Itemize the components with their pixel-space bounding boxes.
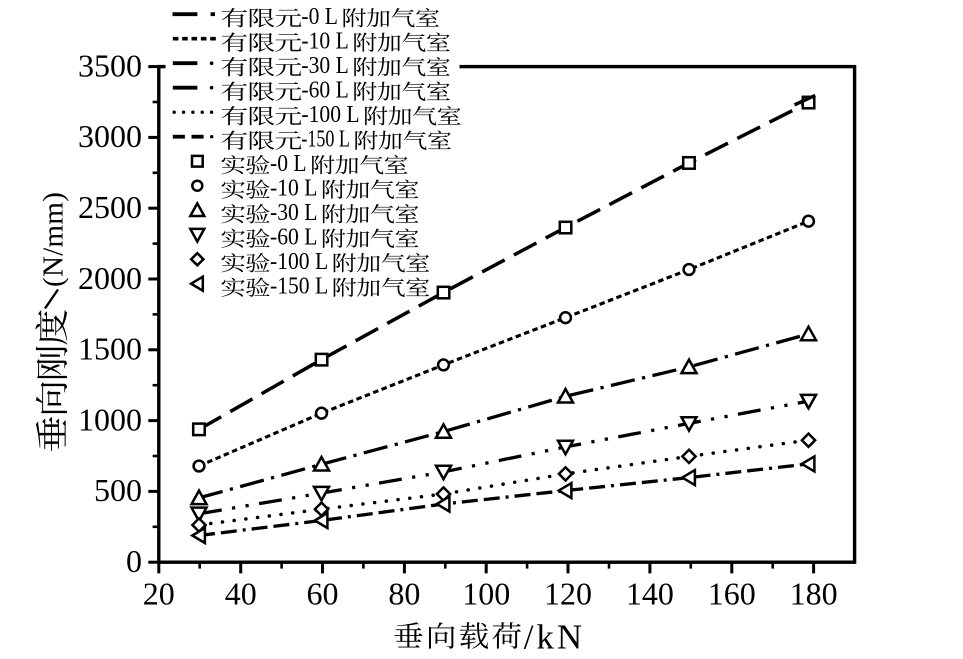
svg-text:120: 120 (544, 575, 592, 611)
svg-text:1000: 1000 (78, 401, 142, 437)
svg-text:-60 L: -60 L (301, 76, 348, 102)
svg-text:160: 160 (708, 575, 756, 611)
svg-text:-10 L: -10 L (270, 174, 317, 200)
svg-text:-150 L: -150 L (270, 272, 328, 298)
svg-text:140: 140 (626, 575, 674, 611)
svg-text:500: 500 (94, 472, 142, 508)
svg-text:-30 L: -30 L (270, 199, 317, 225)
svg-text:40: 40 (225, 575, 257, 611)
svg-text:/kN: /kN (524, 618, 586, 657)
svg-text:0: 0 (126, 543, 142, 579)
svg-text:60: 60 (307, 575, 339, 611)
svg-text:100: 100 (462, 575, 510, 611)
svg-text:-100 L: -100 L (270, 248, 328, 274)
svg-text:2000: 2000 (78, 260, 142, 296)
svg-text:80: 80 (388, 575, 420, 611)
svg-text:-0 L: -0 L (270, 150, 307, 176)
svg-text:-150 L: -150 L (301, 125, 349, 152)
svg-text:-0 L: -0 L (301, 3, 338, 29)
svg-text:2500: 2500 (78, 189, 142, 225)
svg-text:-30 L: -30 L (301, 52, 348, 78)
svg-text:-60 L: -60 L (270, 223, 317, 249)
svg-text:180: 180 (790, 575, 838, 611)
svg-text:3500: 3500 (78, 47, 142, 83)
svg-text:1500: 1500 (78, 331, 142, 367)
svg-text:-100 L: -100 L (301, 101, 359, 127)
svg-text:20: 20 (143, 575, 175, 611)
svg-text:3000: 3000 (78, 118, 142, 154)
svg-text:(N/mm): (N/mm) (38, 192, 70, 287)
svg-text:-10 L: -10 L (301, 27, 348, 53)
